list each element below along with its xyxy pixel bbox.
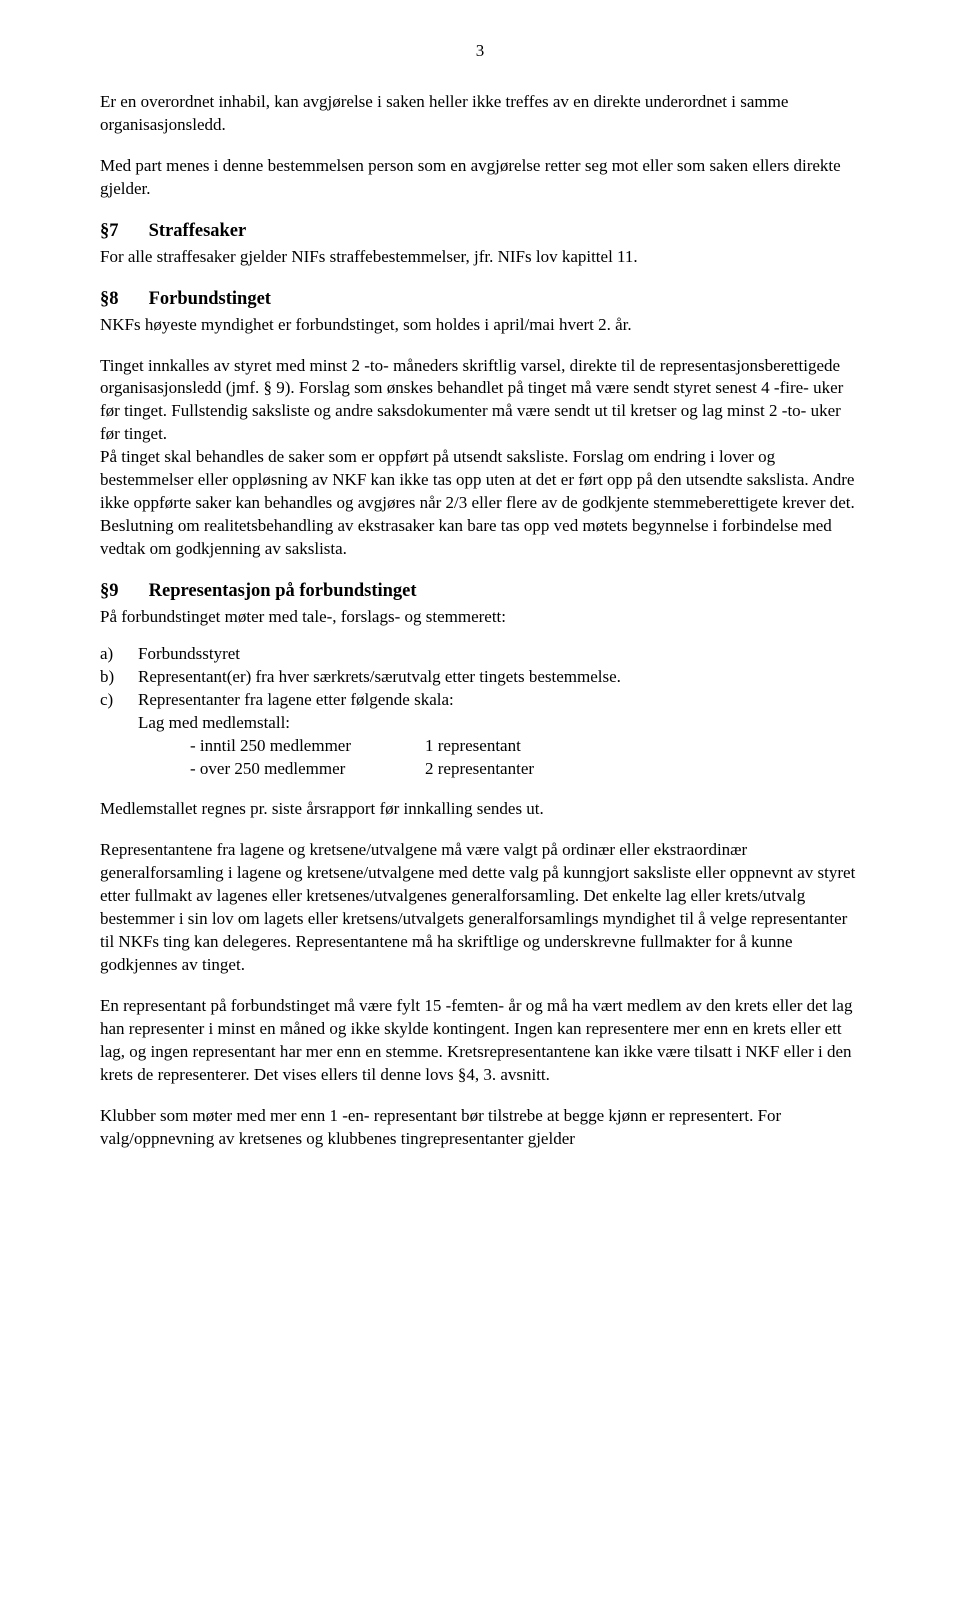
paragraph: Representantene fra lagene og kretsene/u… bbox=[100, 839, 860, 977]
section-title: Representasjon på forbundstinget bbox=[149, 581, 417, 601]
paragraph: Med part menes i denne bestemmelsen pers… bbox=[100, 155, 860, 201]
list-label: b) bbox=[100, 666, 138, 689]
list-item: c) Representanter fra lagene etter følge… bbox=[100, 689, 860, 712]
list-text: Representant(er) fra hver særkrets/særut… bbox=[138, 666, 860, 689]
page-number: 3 bbox=[100, 40, 860, 63]
paragraph: For alle straffesaker gjelder NIFs straf… bbox=[100, 246, 860, 269]
paragraph: Medlemstallet regnes pr. siste årsrappor… bbox=[100, 798, 860, 821]
list-text: Representanter fra lagene etter følgende… bbox=[138, 689, 860, 712]
paragraph: Klubber som møter med mer enn 1 -en- rep… bbox=[100, 1105, 860, 1151]
membership-threshold: - inntil 250 medlemmer bbox=[190, 735, 425, 758]
paragraph: NKFs høyeste myndighet er forbundstinget… bbox=[100, 314, 860, 337]
membership-threshold: - over 250 medlemmer bbox=[190, 758, 425, 781]
list-label: c) bbox=[100, 689, 138, 712]
list-item: b) Representant(er) fra hver særkrets/sæ… bbox=[100, 666, 860, 689]
membership-reps: 1 representant bbox=[425, 735, 860, 758]
paragraph: Tinget innkalles av styret med minst 2 -… bbox=[100, 355, 860, 447]
paragraph: På tinget skal behandles de saker som er… bbox=[100, 446, 860, 561]
section-number: §7 bbox=[100, 219, 144, 244]
paragraph: Er en overordnet inhabil, kan avgjørelse… bbox=[100, 91, 860, 137]
list-label: a) bbox=[100, 643, 138, 666]
paragraph: En representant på forbundstinget må vær… bbox=[100, 995, 860, 1087]
section-heading-9: §9 Representasjon på forbundstinget bbox=[100, 579, 860, 604]
list-subtext: Lag med medlemstall: bbox=[100, 712, 860, 735]
section-title: Forbundstinget bbox=[149, 289, 271, 309]
list-item: a) Forbundsstyret bbox=[100, 643, 860, 666]
membership-row: - over 250 medlemmer 2 representanter bbox=[100, 758, 860, 781]
section-heading-7: §7 Straffesaker bbox=[100, 219, 860, 244]
membership-row: - inntil 250 medlemmer 1 representant bbox=[100, 735, 860, 758]
list-text: Forbundsstyret bbox=[138, 643, 860, 666]
section-number: §8 bbox=[100, 287, 144, 312]
section-title: Straffesaker bbox=[149, 221, 247, 241]
representation-list: a) Forbundsstyret b) Representant(er) fr… bbox=[100, 643, 860, 781]
section-number: §9 bbox=[100, 579, 144, 604]
membership-reps: 2 representanter bbox=[425, 758, 860, 781]
section-heading-8: §8 Forbundstinget bbox=[100, 287, 860, 312]
paragraph: På forbundstinget møter med tale-, forsl… bbox=[100, 606, 860, 629]
